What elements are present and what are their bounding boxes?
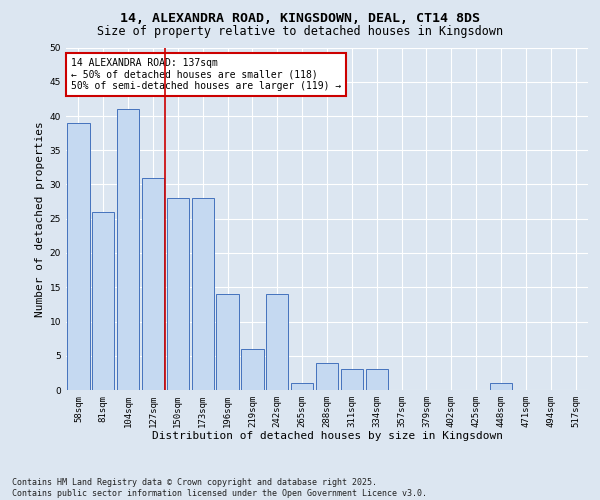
Bar <box>217 294 239 390</box>
Bar <box>365 370 388 390</box>
Bar <box>266 294 289 390</box>
Text: Contains HM Land Registry data © Crown copyright and database right 2025.
Contai: Contains HM Land Registry data © Crown c… <box>12 478 427 498</box>
Bar <box>167 198 189 390</box>
Bar <box>67 123 89 390</box>
Bar <box>490 383 512 390</box>
Bar <box>241 349 263 390</box>
Bar <box>142 178 164 390</box>
Text: Size of property relative to detached houses in Kingsdown: Size of property relative to detached ho… <box>97 25 503 38</box>
Text: 14 ALEXANDRA ROAD: 137sqm
← 50% of detached houses are smaller (118)
50% of semi: 14 ALEXANDRA ROAD: 137sqm ← 50% of detac… <box>71 58 341 91</box>
Bar <box>92 212 115 390</box>
Text: 14, ALEXANDRA ROAD, KINGSDOWN, DEAL, CT14 8DS: 14, ALEXANDRA ROAD, KINGSDOWN, DEAL, CT1… <box>120 12 480 26</box>
Y-axis label: Number of detached properties: Number of detached properties <box>35 121 46 316</box>
Bar <box>291 383 313 390</box>
Bar <box>191 198 214 390</box>
X-axis label: Distribution of detached houses by size in Kingsdown: Distribution of detached houses by size … <box>151 432 503 442</box>
Bar <box>316 362 338 390</box>
Bar <box>117 109 139 390</box>
Bar <box>341 370 363 390</box>
